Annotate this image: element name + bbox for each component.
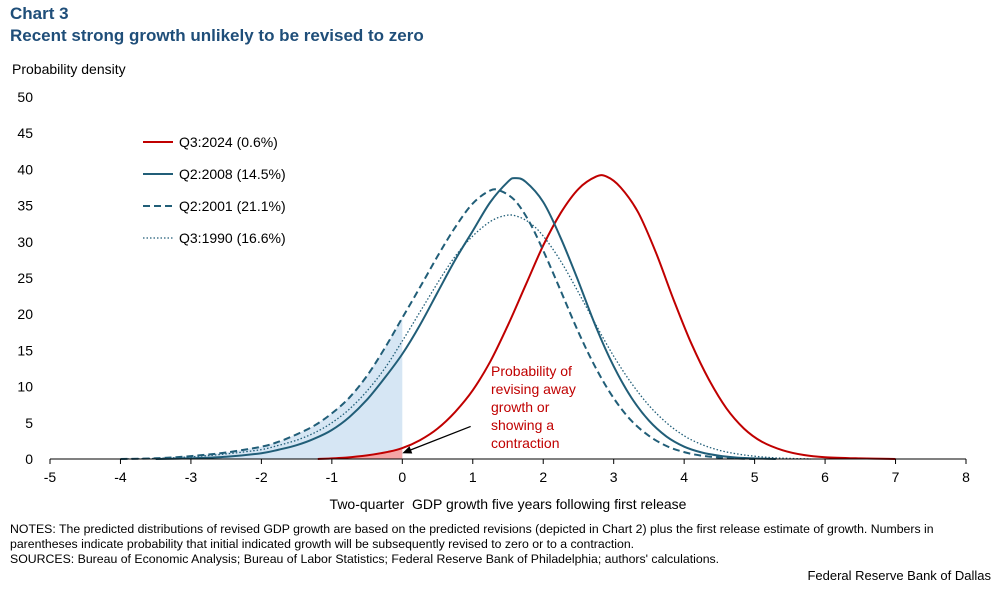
- y-tick-label: 40: [17, 161, 33, 177]
- x-tick-label: -5: [44, 469, 57, 485]
- shaded-area-q3-2024: [317, 448, 403, 459]
- shaded-area-q2-2001: [120, 317, 403, 459]
- x-axis-label: Two-quarter GDP growth five years follow…: [330, 496, 687, 512]
- x-tick-label: 1: [469, 469, 477, 485]
- legend-label-q2-2001: Q2:2001 (21.1%): [179, 198, 286, 214]
- y-axis-ticks: 0 5 10 15 20 25 30 35 40 45 50: [17, 89, 33, 467]
- annotation-line-5: contraction: [491, 435, 559, 451]
- annotation-line-4: showing a: [491, 417, 554, 433]
- annotation-line-3: growth or: [491, 399, 550, 415]
- x-tick-label: 8: [962, 469, 970, 485]
- x-tick-label: -4: [114, 469, 127, 485]
- x-tick-label: -1: [326, 469, 339, 485]
- chart-title: Recent strong growth unlikely to be revi…: [10, 26, 424, 45]
- legend-label-q3-1990: Q3:1990 (16.6%): [179, 230, 286, 246]
- annotation: Probability of revising away growth or s…: [402, 363, 576, 454]
- y-tick-label: 15: [17, 342, 33, 358]
- y-tick-label: 30: [17, 234, 33, 250]
- y-tick-label: 10: [17, 379, 33, 395]
- y-tick-label: 0: [25, 451, 33, 467]
- x-tick-label: 6: [821, 469, 829, 485]
- series-lines: [120, 174, 896, 460]
- notes-text: NOTES: The predicted distributions of re…: [10, 522, 934, 551]
- x-tick-label: 5: [751, 469, 759, 485]
- legend-label-q3-2024: Q3:2024 (0.6%): [179, 134, 278, 150]
- x-tick-label: 0: [398, 469, 406, 485]
- x-tick-label: 2: [539, 469, 547, 485]
- x-tick-label: 4: [680, 469, 688, 485]
- source-credit: Federal Reserve Bank of Dallas: [807, 568, 991, 583]
- series-line-q2-2001: [120, 188, 755, 460]
- annotation-arrowhead: [402, 446, 413, 454]
- chart: Chart 3 Recent strong growth unlikely to…: [10, 4, 970, 512]
- y-tick-label: 35: [17, 198, 33, 214]
- y-tick-label: 50: [17, 89, 33, 105]
- legend-label-q2-2008: Q2:2008 (14.5%): [179, 166, 286, 182]
- sources-text: SOURCES: Bureau of Economic Analysis; Bu…: [10, 552, 720, 566]
- y-tick-label: 45: [17, 125, 33, 141]
- x-tick-label: -3: [185, 469, 198, 485]
- y-tick-label: 25: [17, 270, 33, 286]
- series-line-q3-2024: [317, 174, 896, 460]
- x-tick-label: 7: [892, 469, 900, 485]
- annotation-arrow: [407, 425, 471, 452]
- chart-label: Chart 3: [10, 4, 69, 23]
- y-tick-label: 20: [17, 306, 33, 322]
- y-tick-label: 5: [25, 415, 33, 431]
- legend: Q3:2024 (0.6%) Q2:2008 (14.5%) Q2:2001 (…: [143, 134, 286, 246]
- x-tick-label: 3: [610, 469, 618, 485]
- y-axis-label: Probability density: [12, 61, 126, 77]
- x-axis-ticks: -5 -4 -3 -2 -1 0 1 2 3 4 5 6 7 8: [44, 459, 970, 485]
- annotation-line-1: Probability of: [491, 363, 572, 379]
- series-line-q2-2008: [155, 177, 776, 460]
- notes: NOTES: The predicted distributions of re…: [10, 522, 995, 567]
- shaded-areas: [120, 317, 403, 459]
- annotation-line-2: revising away: [491, 381, 576, 397]
- series-line-q3-1990: [120, 214, 812, 460]
- x-tick-label: -2: [255, 469, 268, 485]
